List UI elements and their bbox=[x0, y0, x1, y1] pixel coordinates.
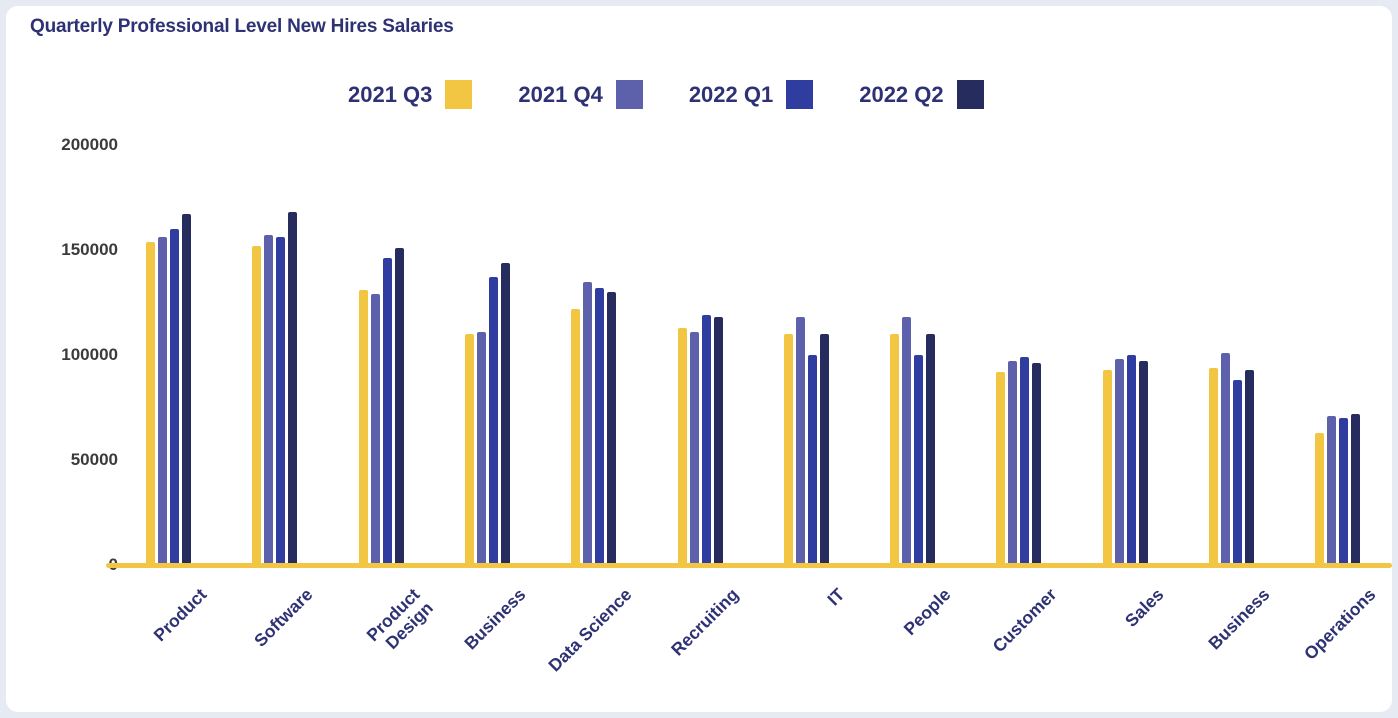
bar-2022-q2 bbox=[713, 317, 723, 565]
bar-2022-q2 bbox=[394, 247, 404, 565]
bar-2022-q2 bbox=[288, 212, 298, 565]
legend-item: 2022 Q1 bbox=[688, 80, 814, 109]
y-tick-label: 200000 bbox=[61, 135, 118, 154]
x-axis-line bbox=[106, 563, 1392, 568]
legend-item: 2022 Q2 bbox=[859, 80, 984, 109]
bar-2022-q2 bbox=[607, 292, 617, 565]
bar-2022-q2 bbox=[926, 334, 936, 565]
y-tick-label: 0 bbox=[28, 555, 118, 575]
bar-2021-q3 bbox=[783, 334, 793, 565]
bar-2021-q4 bbox=[795, 317, 805, 565]
bar-2021-q4 bbox=[1114, 359, 1124, 565]
legend-label: 2022 Q2 bbox=[859, 81, 944, 107]
bar-2021-q3 bbox=[890, 334, 900, 565]
legend-item: 2021 Q4 bbox=[518, 80, 643, 109]
bar-2022-q2 bbox=[1138, 361, 1148, 565]
bar-2022-q1 bbox=[276, 237, 286, 565]
bar-2021-q3 bbox=[358, 289, 368, 565]
y-tick-label: 50000 bbox=[70, 450, 118, 469]
bar-2021-q4 bbox=[1008, 361, 1018, 565]
bar-2021-q3 bbox=[252, 245, 262, 565]
legend-label: 2022 Q1 bbox=[688, 81, 774, 107]
bar-2022-q2 bbox=[819, 334, 829, 565]
bar-2021-q3 bbox=[1209, 367, 1218, 565]
legend-item: 2021 Q3 bbox=[348, 80, 473, 109]
legend: 2021 Q3 2021 Q4 2022 Q1 2022 Q2 bbox=[348, 80, 984, 109]
y-tick-label: 150000 bbox=[61, 240, 118, 259]
bar-2022-q1 bbox=[1233, 380, 1242, 565]
legend-swatch bbox=[786, 80, 814, 109]
legend-swatch bbox=[956, 80, 984, 109]
bar-2021-q4 bbox=[1221, 352, 1230, 565]
legend-label: 2021 Q4 bbox=[518, 81, 603, 107]
bar-2021-q3 bbox=[677, 327, 687, 565]
bar-2021-q4 bbox=[902, 317, 912, 565]
y-tick-label: 100000 bbox=[61, 345, 118, 364]
bar-2021-q4 bbox=[476, 331, 486, 565]
bar-2021-q4 bbox=[583, 281, 593, 565]
bar-2021-q3 bbox=[1315, 432, 1325, 565]
bar-2022-q1 bbox=[170, 229, 179, 565]
bar-2021-q4 bbox=[264, 235, 274, 565]
bar-2021-q4 bbox=[370, 294, 380, 565]
bar-2022-q1 bbox=[488, 277, 498, 565]
bar-2022-q2 bbox=[500, 262, 510, 565]
chart-card bbox=[6, 6, 1392, 712]
bar-2022-q1 bbox=[914, 355, 924, 565]
bar-2022-q1 bbox=[1126, 355, 1136, 565]
bar-2022-q1 bbox=[1020, 357, 1030, 565]
bar-2021-q3 bbox=[146, 241, 155, 565]
bar-2021-q3 bbox=[1102, 369, 1112, 565]
bar-2021-q3 bbox=[996, 371, 1006, 565]
bar-2022-q1 bbox=[1339, 418, 1349, 565]
bar-2022-q2 bbox=[1245, 369, 1254, 565]
bar-2021-q4 bbox=[1327, 415, 1337, 565]
bar-2022-q2 bbox=[182, 214, 191, 565]
bar-2021-q4 bbox=[689, 331, 699, 565]
bar-2021-q4 bbox=[158, 237, 167, 565]
legend-label: 2021 Q3 bbox=[348, 81, 433, 107]
bar-2022-q1 bbox=[807, 355, 817, 565]
bar-2022-q2 bbox=[1032, 363, 1042, 565]
bar-2022-q1 bbox=[595, 287, 605, 565]
bar-2022-q2 bbox=[1351, 413, 1361, 565]
bar-2021-q3 bbox=[464, 334, 474, 565]
legend-swatch bbox=[615, 80, 643, 109]
chart-title: Quarterly Professional Level New Hires S… bbox=[30, 16, 454, 37]
bar-2021-q3 bbox=[571, 308, 581, 565]
bar-2022-q1 bbox=[382, 258, 392, 565]
legend-swatch bbox=[445, 80, 473, 109]
bar-2022-q1 bbox=[701, 315, 711, 565]
